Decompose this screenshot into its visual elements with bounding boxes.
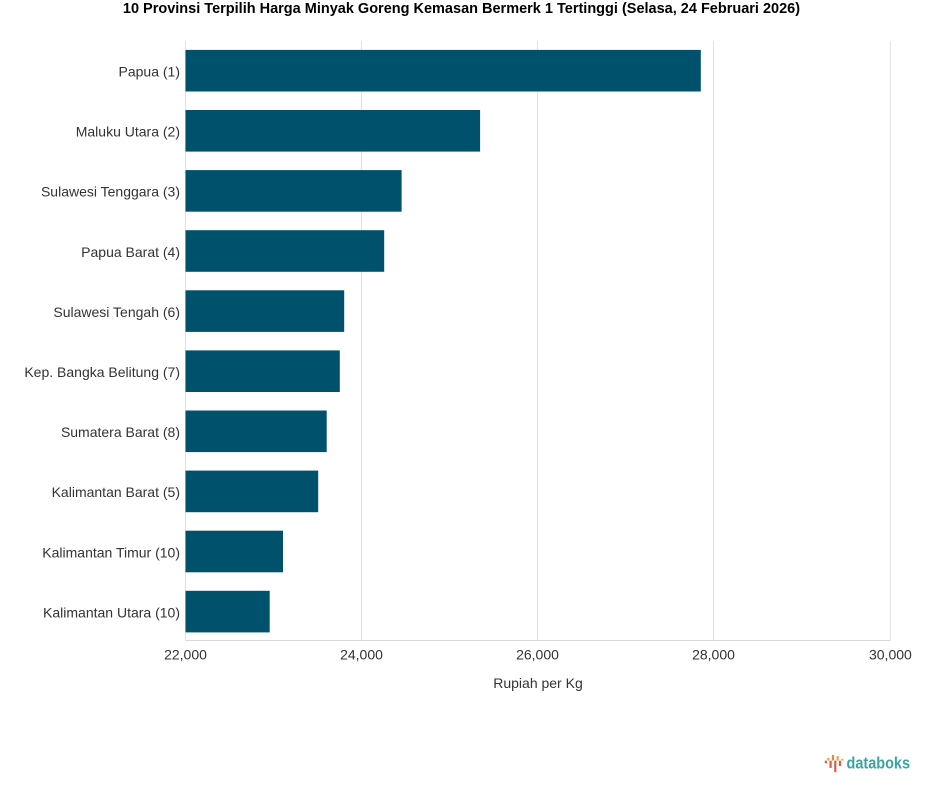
svg-text:Kalimantan Timur (10): Kalimantan Timur (10) [42, 544, 180, 560]
svg-text:databoks: databoks [847, 754, 911, 773]
svg-text:Kalimantan Utara (10): Kalimantan Utara (10) [43, 604, 180, 620]
svg-text:Rupiah per Kg: Rupiah per Kg [493, 675, 583, 691]
svg-text:Kalimantan Barat (5): Kalimantan Barat (5) [52, 484, 180, 500]
svg-text:Kep. Bangka Belitung (7): Kep. Bangka Belitung (7) [24, 364, 180, 380]
svg-text:10 Provinsi Terpilih Harga Min: 10 Provinsi Terpilih Harga Minyak Goreng… [123, 1, 800, 17]
svg-text:24,000: 24,000 [340, 647, 383, 663]
svg-text:26,000: 26,000 [516, 647, 559, 663]
svg-text:Sulawesi Tengah (6): Sulawesi Tengah (6) [53, 304, 180, 320]
svg-text:Sulawesi Tenggara (3): Sulawesi Tenggara (3) [41, 184, 180, 200]
svg-text:Maluku Utara (2): Maluku Utara (2) [76, 124, 180, 140]
svg-text:Sumatera Barat (8): Sumatera Barat (8) [61, 424, 180, 440]
svg-text:28,000: 28,000 [692, 647, 735, 663]
svg-text:Papua (1): Papua (1) [119, 64, 180, 80]
svg-text:Papua Barat (4): Papua Barat (4) [81, 244, 180, 260]
svg-text:22,000: 22,000 [164, 647, 207, 663]
svg-text:30,000: 30,000 [869, 647, 912, 663]
